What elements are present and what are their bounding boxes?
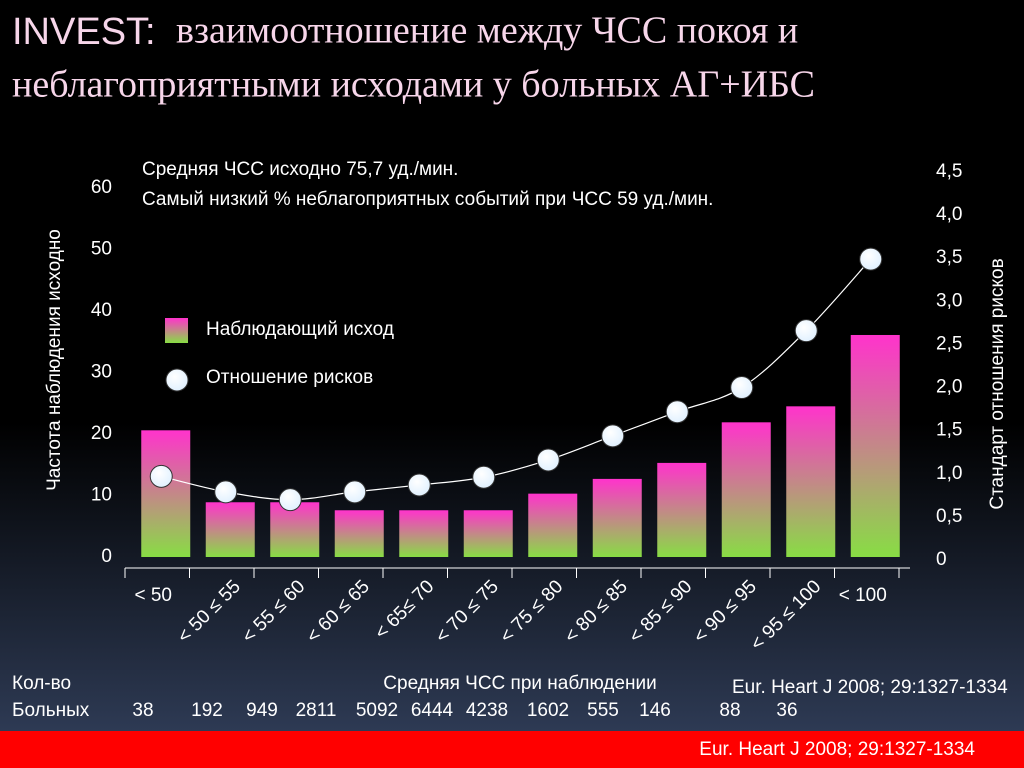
y-tick-label: 30 <box>91 362 112 383</box>
legend-swatch <box>165 368 189 392</box>
footer-source: Eur. Heart J 2008; 29:1327-1334 <box>699 739 975 760</box>
patient-count: 949 <box>246 700 278 721</box>
risk-marker <box>730 376 754 400</box>
bar <box>721 422 771 557</box>
y-tick-label: 0 <box>101 546 112 567</box>
risk-marker <box>859 247 883 271</box>
patient-count: 2811 <box>296 700 337 721</box>
y2-axis-title: Стандарт отношения рисков <box>987 258 1008 509</box>
patient-count: 1602 <box>527 700 569 721</box>
bar <box>786 406 836 557</box>
patient-count: 36 <box>776 700 797 721</box>
x-axis-title: Средняя ЧСС при наблюдении <box>383 673 656 694</box>
bar <box>850 334 900 557</box>
title: неблагоприятными исходами у больных АГ+И… <box>12 64 815 106</box>
y2-tick-label: 4,0 <box>936 204 962 225</box>
y2-tick-label: 2,5 <box>936 333 962 354</box>
y-axis-title: Частота наблюдения исходно <box>44 229 65 491</box>
y2-tick-label: 0,5 <box>936 506 962 527</box>
y2-tick-label: 1,5 <box>936 420 962 441</box>
y-tick-label: 20 <box>91 423 112 444</box>
title-lead: INVEST: <box>12 11 156 53</box>
x-tick-label: < 50 <box>134 585 172 606</box>
bar <box>334 510 384 557</box>
bar <box>463 510 513 557</box>
bar <box>141 430 191 557</box>
legend-label: Отношение рисков <box>206 367 373 388</box>
patient-count: 5092 <box>356 700 398 721</box>
bar <box>205 502 255 557</box>
risk-marker <box>536 448 560 472</box>
y2-tick-label: 4,5 <box>936 161 962 182</box>
bar <box>270 502 320 557</box>
risk-marker <box>665 400 689 424</box>
patient-count: 88 <box>719 700 740 721</box>
y2-tick-label: 0 <box>936 549 947 570</box>
patient-count: 146 <box>639 700 671 721</box>
risk-marker <box>794 319 818 343</box>
annotation: Средняя ЧСС исходно 75,7 уд./мин. <box>142 159 458 180</box>
legend-swatch <box>165 318 188 343</box>
y2-tick-label: 1,0 <box>936 463 962 484</box>
patients-label: Больных <box>12 700 90 721</box>
y-tick-label: 60 <box>91 177 112 198</box>
y2-tick-label: 2,0 <box>936 377 962 398</box>
title: взаимоотношение между ЧСС покоя и <box>176 10 798 52</box>
source: Eur. Heart J 2008; 29:1327-1334 <box>732 677 1008 698</box>
risk-marker <box>601 424 625 448</box>
risk-marker <box>343 480 367 504</box>
risk-marker <box>214 480 238 504</box>
patient-count: 6444 <box>411 700 454 721</box>
x-tick-label: < 100 <box>839 585 887 606</box>
bar <box>399 510 449 557</box>
patient-count: 555 <box>587 700 619 721</box>
risk-marker <box>149 464 173 488</box>
annotation: Самый низкий % неблагоприятных событий п… <box>142 189 713 210</box>
patient-count: 192 <box>191 700 223 721</box>
patients-label: Кол-во <box>12 673 71 694</box>
risk-marker <box>472 465 496 489</box>
risk-marker <box>278 488 302 512</box>
y-tick-label: 50 <box>91 239 112 260</box>
footer-band <box>0 731 1024 768</box>
y-tick-label: 10 <box>91 485 112 506</box>
y2-tick-label: 3,5 <box>936 247 962 268</box>
bar <box>592 478 642 557</box>
legend-label: Наблюдающий исход <box>206 319 394 340</box>
risk-marker <box>407 473 431 497</box>
patient-count: 4238 <box>466 700 508 721</box>
y-tick-label: 40 <box>91 300 112 321</box>
patient-count: 38 <box>132 700 153 721</box>
bar <box>528 493 578 557</box>
bar <box>657 462 707 557</box>
y2-tick-label: 3,0 <box>936 290 962 311</box>
